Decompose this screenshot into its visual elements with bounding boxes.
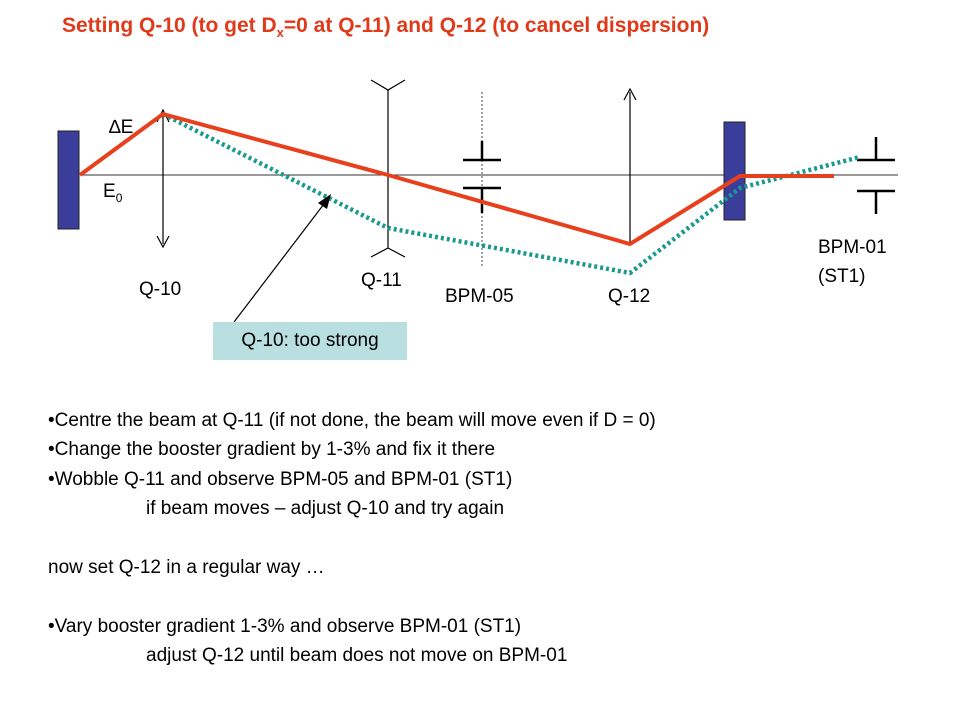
- note-bullet-4-sub: adjust Q-12 until beam does not move on …: [146, 645, 568, 667]
- trajectory-q10-too-strong: [161, 111, 861, 276]
- note-bullet-4: •Vary booster gradient 1-3% and observe …: [48, 615, 522, 637]
- delta-e-label: ∆E: [109, 117, 134, 138]
- trajectory-nominal: [78, 111, 834, 247]
- left-magnet: [57, 130, 80, 230]
- note-bullet-3: •Wobble Q-11 and observe BPM-05 and BPM-…: [48, 468, 513, 490]
- beamline-diagram: [57, 79, 898, 323]
- note-bullet-3-sub: if beam moves – adjust Q-10 and try agai…: [146, 498, 505, 520]
- q11-label: Q-11: [361, 270, 402, 291]
- slide-title: Setting Q-10 (to get Dx=0 at Q-11) and Q…: [62, 14, 710, 41]
- q12-lens: [623, 87, 637, 244]
- e0-label: E0: [103, 181, 123, 205]
- q10-label: Q-10: [139, 279, 182, 300]
- bpm01-label-line1: BPM-01: [818, 237, 887, 258]
- note-bullet-1: •Centre the beam at Q-11 (if not done, t…: [48, 410, 656, 431]
- bpm01-monitor: [857, 137, 895, 214]
- note-bullet-2: •Change the booster gradient by 1-3% and…: [48, 439, 496, 461]
- instruction-notes: •Centre the beam at Q-11 (if not done, t…: [48, 406, 656, 671]
- callout-box: Q-10: too strong: [213, 322, 407, 360]
- bpm01-label-line2: (ST1): [818, 266, 866, 287]
- bpm05-label: BPM-05: [445, 286, 514, 307]
- note-plain: now set Q-12 in a regular way …: [48, 556, 325, 578]
- note-spacer: [48, 582, 656, 611]
- q11-lens: [370, 79, 406, 258]
- q10-lens: [156, 108, 170, 249]
- q12-label: Q-12: [608, 286, 651, 307]
- callout-arrow: [233, 194, 331, 323]
- note-spacer: [48, 524, 656, 553]
- right-magnet: [723, 121, 746, 221]
